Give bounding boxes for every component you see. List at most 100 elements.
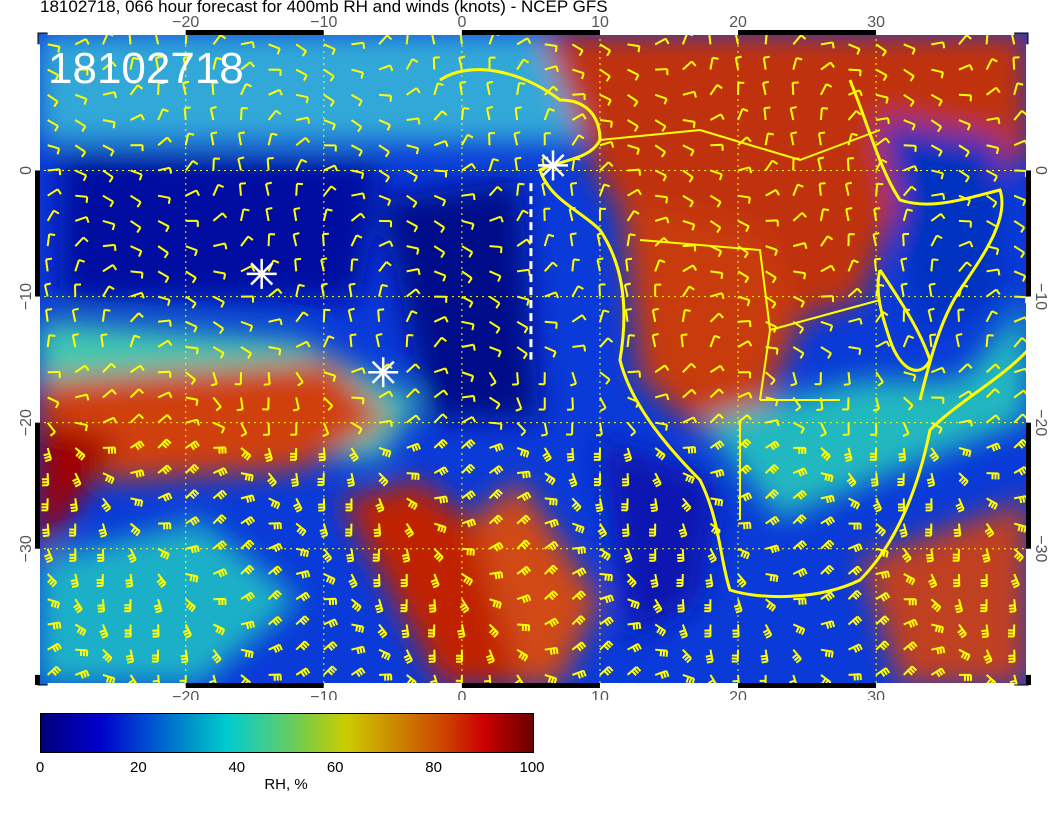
wind-barb-flag: [495, 327, 501, 334]
wind-barb: [516, 37, 528, 46]
wind-barb-flag: [55, 402, 60, 409]
wind-barb: [101, 624, 109, 636]
wind-barb: [489, 270, 501, 278]
wind-barb-flag: [705, 578, 712, 582]
wind-barb-flag: [273, 545, 278, 553]
wind-barb-flag: [301, 530, 307, 537]
wind-barb-flag: [138, 250, 143, 257]
wind-barb: [930, 144, 943, 152]
wind-barb-flag: [994, 363, 1001, 370]
wind-barb-flag: [162, 108, 169, 113]
wind-barb: [544, 85, 555, 96]
wind-barb-flag: [125, 581, 132, 585]
wind-barb-flag: [637, 189, 642, 196]
frame-band: [35, 296, 40, 423]
wind-barb: [516, 209, 524, 222]
wind-barb: [626, 210, 635, 222]
wind-barb: [74, 236, 85, 247]
wind-barb-flag: [633, 601, 638, 609]
wind-barb-flag: [874, 505, 881, 510]
wind-barb-flag: [354, 604, 360, 611]
wind-barb-flag: [515, 407, 522, 412]
wind-barb-flag: [554, 617, 559, 625]
wind-barb-flag: [386, 654, 391, 661]
wind-barb-flag: [211, 131, 218, 135]
wind-barb-flag: [523, 516, 529, 523]
wind-barb-flag: [431, 581, 439, 586]
wind-barb-flag: [443, 526, 447, 534]
wind-barb-flag: [160, 550, 165, 558]
wind-barb-flag: [362, 193, 366, 200]
wind-barb-flag: [983, 559, 990, 563]
wind-barb: [568, 208, 574, 222]
wind-barb-flag: [244, 474, 248, 481]
wind-barb-flag: [740, 582, 747, 588]
wind-barb-flag: [767, 132, 774, 136]
wind-barb-flag: [909, 75, 915, 82]
wind-barb-flag: [655, 482, 662, 488]
wind-barb-flag: [941, 367, 946, 374]
wind-barb-flag: [82, 236, 89, 243]
wind-barb: [599, 396, 607, 409]
wind-barb-flag: [931, 454, 938, 460]
wind-barb-flag: [82, 175, 88, 182]
wind-barb-flag: [493, 468, 499, 475]
wind-barb: [185, 346, 198, 350]
wind-barb-flag: [166, 464, 172, 471]
wind-barb-flag: [357, 428, 363, 435]
wind-barb: [212, 295, 225, 303]
wind-barb-flag: [911, 48, 916, 55]
wind-barb-flag: [608, 616, 614, 623]
wind-barb-flag: [218, 627, 223, 635]
wind-barb-flag: [578, 50, 584, 57]
wind-barb-flag: [603, 644, 610, 651]
wind-barb-flag: [878, 528, 884, 535]
wind-barb: [737, 245, 749, 254]
wind-barb: [627, 144, 640, 150]
wind-barb: [378, 119, 391, 126]
wind-barb-flag: [217, 571, 223, 578]
wind-barb: [323, 396, 334, 407]
wind-barb-flag: [437, 556, 444, 563]
wind-barb-flag: [84, 424, 89, 432]
wind-barb-flag: [105, 676, 110, 683]
wind-barb: [598, 422, 603, 435]
wind-barb-flag: [604, 596, 609, 604]
wind-barb-flag: [830, 475, 834, 482]
wind-barb-flag: [555, 519, 559, 526]
wind-barb-flag: [880, 530, 887, 537]
wind-barb: [820, 41, 833, 46]
wind-barb-flag: [385, 176, 391, 183]
wind-barb: [875, 371, 884, 383]
wind-barb-flag: [415, 288, 421, 295]
wind-barb-flag: [375, 606, 382, 611]
wind-barb: [489, 245, 502, 249]
wind-barb-flag: [652, 477, 659, 483]
wind-barb: [958, 390, 970, 399]
wind-barb-flag: [852, 619, 858, 626]
wind-barb-flag: [241, 451, 247, 457]
wind-barb-flag: [468, 579, 474, 586]
wind-barb-flag: [633, 668, 640, 674]
wind-barb-flag: [429, 679, 437, 684]
wind-barb-flag: [279, 318, 283, 326]
wind-barb: [1014, 295, 1027, 299]
wind-barb-flag: [548, 107, 555, 112]
wind-barb-flag: [272, 619, 278, 626]
wind-barb-flag: [70, 509, 78, 513]
wind-barb-flag: [165, 553, 170, 560]
wind-barb: [903, 164, 916, 172]
wind-barb-flag: [772, 442, 778, 449]
wind-barb-flag: [130, 558, 137, 564]
wind-barb-flag: [638, 622, 642, 629]
wind-barb: [433, 110, 444, 121]
wind-barb: [654, 169, 667, 177]
wind-barb: [74, 119, 86, 128]
wind-barb-flag: [552, 351, 557, 358]
wind-barb-flag: [846, 207, 853, 211]
wind-barb-flag: [882, 669, 888, 676]
wind-barb-flag: [747, 197, 751, 204]
wind-barb-flag: [844, 455, 852, 460]
wind-barb-flag: [555, 499, 558, 506]
wind-barb: [931, 41, 944, 46]
